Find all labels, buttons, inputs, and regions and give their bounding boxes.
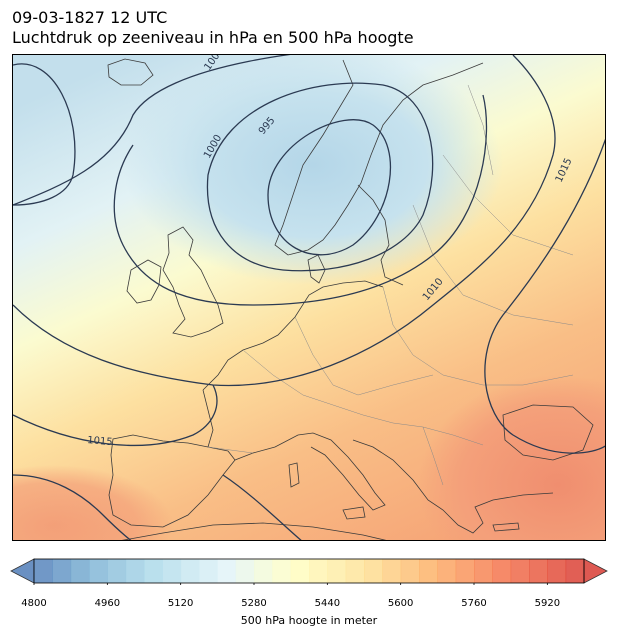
border-3 xyxy=(332,404,484,446)
black-sea-coast xyxy=(502,404,594,461)
colorbar-bin xyxy=(455,559,475,583)
colorbar-bin xyxy=(254,559,273,583)
colorbar-bin xyxy=(199,559,218,583)
colorbar-bin xyxy=(565,559,585,583)
isobar-label-1015-west: 1015 xyxy=(87,435,113,448)
colorbar-bin xyxy=(107,559,127,583)
weather-map: 100 1000 995 1010 1015 1015 xyxy=(12,54,606,541)
border-9 xyxy=(467,84,494,176)
border-7 xyxy=(412,204,574,326)
colorbar-bin xyxy=(235,559,255,583)
colorbar-bin xyxy=(162,559,182,583)
iberia-coast xyxy=(108,434,236,528)
colorbar-bin xyxy=(290,559,310,583)
colorbar-bin xyxy=(52,559,72,583)
border-1 xyxy=(242,349,334,406)
height-low-area xyxy=(123,55,503,285)
colorbar-tick-label: 4960 xyxy=(94,598,121,609)
colorbar-svg xyxy=(10,558,608,586)
border-6 xyxy=(207,446,254,454)
isobar-west-low xyxy=(13,63,76,206)
colorbar-bin xyxy=(180,559,200,583)
map-canvas: 100 1000 995 1010 1015 1015 xyxy=(13,55,605,540)
scandinavia-coast xyxy=(274,59,484,256)
isobar-sw xyxy=(13,474,132,540)
baltic-coast xyxy=(357,184,404,286)
valid-time-title: 09-03-1827 12 UTC xyxy=(12,8,168,27)
colorbar-bin xyxy=(510,559,530,583)
colorbar-bin xyxy=(309,559,328,583)
map-header: 09-03-1827 12 UTC Luchtdruk op zeeniveau… xyxy=(12,8,612,48)
border-4 xyxy=(382,286,574,386)
sardinia-coast xyxy=(288,462,300,488)
colorbar-bin xyxy=(125,559,145,583)
colorbar-bin xyxy=(400,559,420,583)
north-africa-coast xyxy=(121,522,387,540)
colorbar-bin xyxy=(217,559,237,583)
colorbar-bin xyxy=(144,559,163,583)
colorbar-bin xyxy=(419,559,438,583)
isobar-1010 xyxy=(13,55,556,387)
colorbar-bin xyxy=(529,559,548,583)
great-britain-coast xyxy=(162,226,224,338)
colorbar-outline xyxy=(33,558,585,584)
sicily-coast xyxy=(342,506,366,520)
colorbar-tick-label: 5120 xyxy=(167,598,194,609)
colorbar-bin xyxy=(474,559,493,583)
isobar-995 xyxy=(267,119,392,256)
denmark-coast xyxy=(307,254,326,284)
colorbar-bin xyxy=(327,559,347,583)
colorbar-tick-label: 5920 xyxy=(534,598,561,609)
colorbar-bin xyxy=(364,559,383,583)
colorbar-bin xyxy=(70,559,90,583)
continent-north-coast xyxy=(202,280,384,391)
colorbar-bin xyxy=(547,559,567,583)
colorbar-bin xyxy=(272,559,292,583)
colorbar-tick-label: 5280 xyxy=(241,598,267,609)
height-high-area xyxy=(418,375,605,540)
ireland-coast xyxy=(126,259,162,304)
colorbar-extend-max xyxy=(583,558,608,584)
isobar-1005 xyxy=(13,55,488,306)
colorbar-tick-label: 4800 xyxy=(21,598,47,609)
country-borders xyxy=(207,84,574,486)
colorbar-label: 500 hPa hoogte in meter xyxy=(240,614,378,627)
colorbar-bin xyxy=(34,559,53,583)
isobar-1000 xyxy=(206,82,434,272)
height-high-area-west xyxy=(13,465,173,540)
balkan-coast xyxy=(352,439,554,534)
map-subtitle: Luchtdruk op zeeniveau in hPa en 500 hPa… xyxy=(12,28,414,47)
italy-coast xyxy=(234,432,386,511)
colorbar xyxy=(10,557,608,586)
colorbar-bin xyxy=(492,559,512,583)
colorbar-tick-label: 5600 xyxy=(387,598,414,609)
iceland-coast xyxy=(107,58,154,86)
crete-coast xyxy=(492,522,520,532)
colorbar-bin xyxy=(382,559,402,583)
colorbar-tick-labels: 4800 4960 5120 5280 5440 5600 5760 5920 xyxy=(0,598,618,612)
border-8 xyxy=(442,154,574,256)
isobar-1015-b xyxy=(484,138,605,454)
colorbar-bin xyxy=(345,559,365,583)
isobars xyxy=(13,55,605,540)
border-5 xyxy=(422,426,444,486)
colorbar-tick-label: 5760 xyxy=(461,598,487,609)
isobar-1015-a xyxy=(13,384,302,540)
colorbar-extend-min xyxy=(10,558,35,584)
colorbar-bin xyxy=(89,559,108,583)
border-2 xyxy=(294,316,434,396)
colorbar-bin xyxy=(437,559,457,583)
colorbar-tick-label: 5440 xyxy=(314,598,341,609)
